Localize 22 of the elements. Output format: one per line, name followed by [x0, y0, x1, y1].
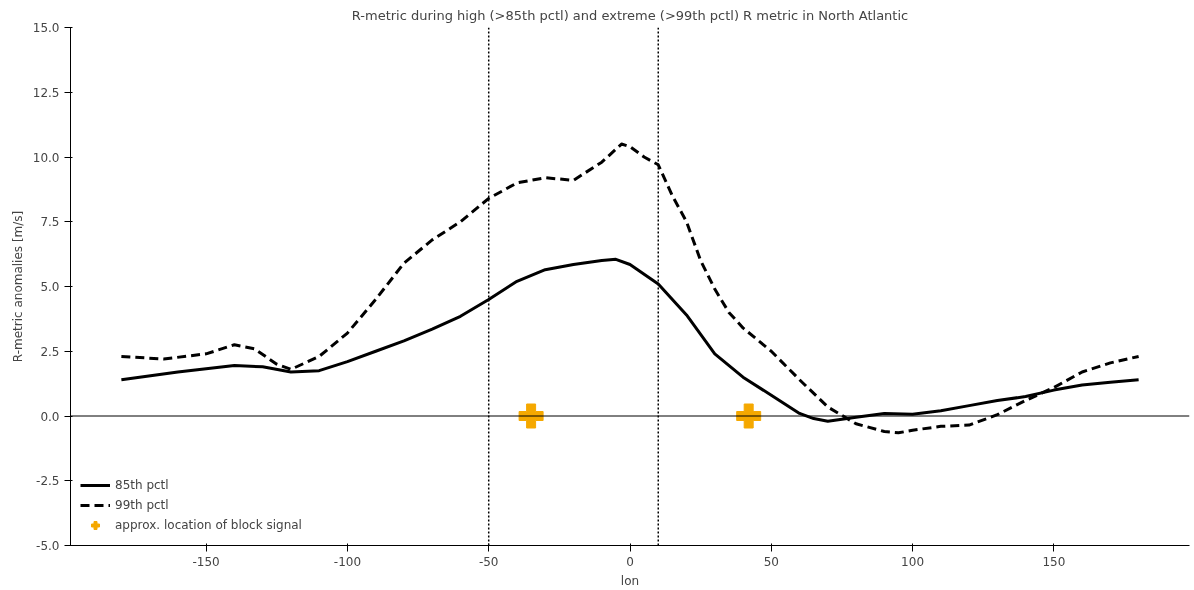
x-tick-label: 150: [1042, 554, 1066, 569]
legend-label: approx. location of block signal: [115, 518, 302, 532]
x-tick-label: 0: [626, 554, 634, 569]
x-axis-title: lon: [620, 573, 640, 588]
x-tick-label: -150: [192, 554, 220, 569]
y-axis-title: R-metric anomalies [m/s]: [10, 210, 25, 363]
y-tick-label: -2.5: [36, 474, 60, 489]
y-tick-label: 12.5: [32, 85, 60, 100]
y-tick-label: 2.5: [40, 344, 60, 359]
y-tick-label: 10.0: [32, 150, 60, 165]
x-tick-label: -100: [333, 554, 362, 569]
legend-label: 85th pctl: [115, 478, 169, 492]
x-tick-label: 50: [763, 554, 779, 569]
y-tick-label: 5.0: [40, 280, 60, 294]
y-tick-label: 0.0: [40, 409, 60, 424]
legend-label: 99th pctl: [115, 498, 169, 512]
chart-title: R-metric during high (>85th pctl) and extreme (>99th pctl) R metric in North Atlantic: [351, 7, 909, 23]
y-tick-label: -5.0: [36, 539, 60, 553]
y-tick-label: 7.5: [40, 215, 60, 230]
x-tick-label: 100: [901, 554, 925, 569]
x-tick-label: -50: [478, 554, 499, 569]
y-tick-label: 15.0: [32, 21, 60, 35]
